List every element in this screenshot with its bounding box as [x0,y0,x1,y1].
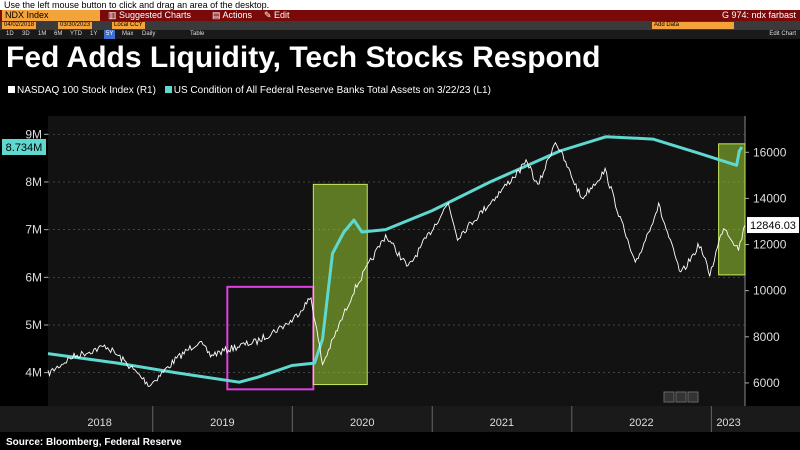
x-tick-2022: 2022 [629,417,653,429]
series-line-fed [47,135,744,384]
command-text: G 974: ndx farbast [721,10,796,20]
chart-area: 2018 2019 2020 2021 2022 2023 4M 5M 6M 7M 8M 9M 6000… [0,116,800,432]
period-ytd[interactable]: YTD [70,31,82,37]
highlight-box-2 [312,183,368,386]
actions-label: Actions [222,10,253,20]
edit-icon: ✎ [264,10,275,20]
end-date-field[interactable]: 03/30/2023 [58,22,93,29]
chart-title: Fed Adds Liquidity, Tech Stocks Respond [6,41,601,74]
period-1d[interactable]: 1D [6,31,14,37]
right-tick-10000: 10000 [753,284,787,298]
left-tick-6M: 6M [25,270,42,284]
period-6m[interactable]: 6M [54,31,63,37]
highlight-box-3 [718,143,746,276]
edit-menu[interactable]: ✎ Edit [264,10,290,21]
x-tick-2019: 2019 [210,417,234,429]
period-3d[interactable]: 3D [22,31,30,37]
actions-menu[interactable]: ▤ Actions [212,10,252,21]
last-value-tag-fed [2,138,46,155]
status-hint: Use the left mouse button to click and d… [0,0,800,10]
legend-label-fed: US Condition of All Federal Reserve Bank… [173,85,491,96]
ticker-field[interactable]: NDX Index [2,10,100,21]
legend: NASDAQ 100 Stock Index (R1) US Condition… [8,84,491,98]
right-tick-12000: 12000 [753,238,787,252]
last-value-label-fed: 8.734M [6,142,43,154]
plot-background [48,116,745,406]
legend-swatch-ndx [8,86,15,93]
date-range-bar: 04/02/2018 03/30/2023 Local CCY Add Data [0,21,800,30]
period-max[interactable]: Max [122,31,134,37]
suggested-charts-menu[interactable]: ▥ Suggested Charts [108,10,191,21]
x-axis-band [0,406,800,432]
period-daily[interactable]: Daily [142,31,156,37]
zoom-reset-icon [675,391,687,403]
currency-field[interactable]: Local CCY [112,22,145,29]
x-tick-2020: 2020 [350,417,374,429]
left-tick-9M: 9M [25,127,42,141]
legend-item-ndx: NASDAQ 100 Stock Index (R1) [8,85,159,96]
start-date-field[interactable]: 04/02/2018 [2,22,37,29]
zoom-in-icon [687,391,699,403]
suggested-charts-label: Suggested Charts [119,10,192,20]
left-tick-7M: 7M [25,223,42,237]
period-1y[interactable]: 1Y [90,31,98,37]
bar-chart-icon: ▥ [108,10,120,20]
left-tick-5M: 5M [25,318,42,332]
legend-label-ndx: NASDAQ 100 Stock Index (R1) [17,85,156,96]
legend-item-fed: US Condition of All Federal Reserve Bank… [164,85,491,96]
right-tick-16000: 16000 [753,145,787,159]
table-button[interactable]: Table [190,31,205,37]
left-tick-4M: 4M [25,366,42,380]
right-tick-8000: 8000 [753,330,780,344]
period-1m[interactable]: 1M [38,31,47,37]
zoom-out-icon [663,391,675,403]
x-tick-2018: 2018 [87,417,111,429]
legend-swatch-fed [164,86,172,93]
period-5y[interactable]: 5Y [104,30,116,39]
actions-icon: ▤ [212,10,223,20]
period-bar: 1D 3D 1M 6M YTD 1Y 5Y Max Daily Table Ed… [0,30,800,39]
last-value-label-ndx: 12846.03 [750,220,796,232]
left-tick-8M: 8M [25,175,42,189]
right-tick-14000: 14000 [753,191,787,205]
right-tick-6000: 6000 [753,376,780,390]
edit-chart-button[interactable]: Edit Chart [769,31,796,37]
command-bar: NDX Index ▥ Suggested Charts ▤ Actions ✎… [0,10,800,21]
last-value-tag-ndx [747,217,799,234]
x-tick-2021: 2021 [490,417,514,429]
edit-label: Edit [274,10,290,20]
source-note: Source: Bloomberg, Federal Reserve [6,437,182,448]
x-tick-2023: 2023 [716,417,740,429]
series-line-ndx [47,141,746,387]
add-data-field[interactable]: Add Data [652,22,734,29]
